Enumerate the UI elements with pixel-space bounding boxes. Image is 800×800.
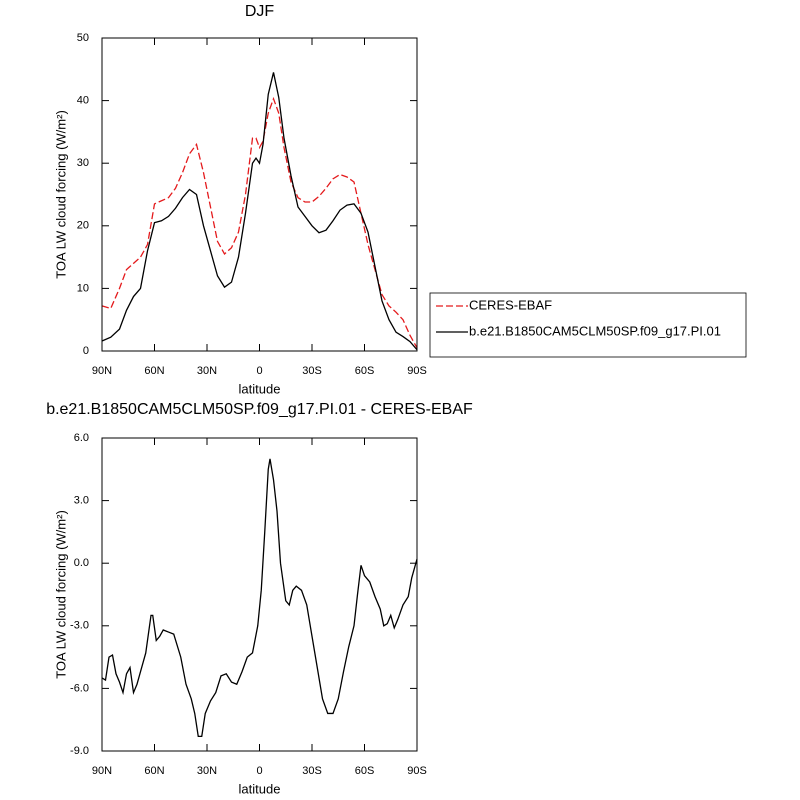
- plot: DJF latitude TOA LW cloud forcing (W/m²) 90…: [53, 3, 426, 396]
- x-tick-label: 0: [256, 365, 262, 377]
- legend-label: b.e21.B1850CAM5CLM50SP.f09_g17.PI.01: [469, 323, 721, 338]
- x-tick-label: 60S: [355, 365, 375, 377]
- x-tick-label: 90S: [407, 365, 427, 377]
- y-tick-label: 3.0: [74, 495, 89, 507]
- x-tick-label: 60S: [355, 765, 375, 777]
- y-tick-label: -9.0: [70, 745, 89, 757]
- x-tick-label: 30S: [302, 365, 322, 377]
- chart-title: b.e21.B1850CAM5CLM50SP.f09_g17.PI.01 - C…: [46, 401, 473, 418]
- y-tick-label: 30: [77, 157, 89, 169]
- plot-frame: [101, 37, 418, 352]
- y-tick-label: 20: [77, 220, 89, 232]
- x-tick-label: 60N: [144, 765, 164, 777]
- x-tick-label: 90S: [407, 765, 427, 777]
- y-axis-label: TOA LW cloud forcing (W/m²): [53, 110, 68, 279]
- x-axis-label: latitude: [239, 781, 281, 796]
- y-tick-label: 10: [77, 282, 89, 294]
- data-line: [101, 458, 418, 738]
- legend: CERES-EBAF b.e21.B1850CAM5CLM50SP.f09_g17…: [429, 292, 747, 358]
- data-line: [101, 96, 418, 349]
- chart-title: DJF: [245, 3, 275, 20]
- y-tick-label: -6.0: [70, 682, 89, 694]
- x-tick-label: 30N: [197, 365, 217, 377]
- y-tick-label: 0: [83, 345, 89, 357]
- x-tick-label: 60N: [144, 365, 164, 377]
- y-tick-label: 50: [77, 32, 89, 44]
- y-tick-label: 40: [77, 95, 89, 107]
- x-tick-label: 90N: [92, 765, 112, 777]
- x-axis-label: latitude: [239, 381, 281, 396]
- legend-label: CERES-EBAF: [469, 297, 552, 312]
- y-axis-label: TOA LW cloud forcing (W/m²): [53, 510, 68, 679]
- x-tick-label: 0: [256, 765, 262, 777]
- x-tick-label: 30S: [302, 765, 322, 777]
- plot: b.e21.B1850CAM5CLM50SP.f09_g17.PI.01 - C…: [46, 401, 473, 796]
- x-tick-label: 90N: [92, 365, 112, 377]
- x-tick-label: 30N: [197, 765, 217, 777]
- legend-box: [429, 292, 747, 358]
- plot-frame: [101, 437, 418, 752]
- data-line: [101, 72, 418, 351]
- y-tick-label: 0.0: [74, 557, 89, 569]
- y-tick-label: -3.0: [70, 620, 89, 632]
- y-tick-label: 6.0: [74, 432, 89, 444]
